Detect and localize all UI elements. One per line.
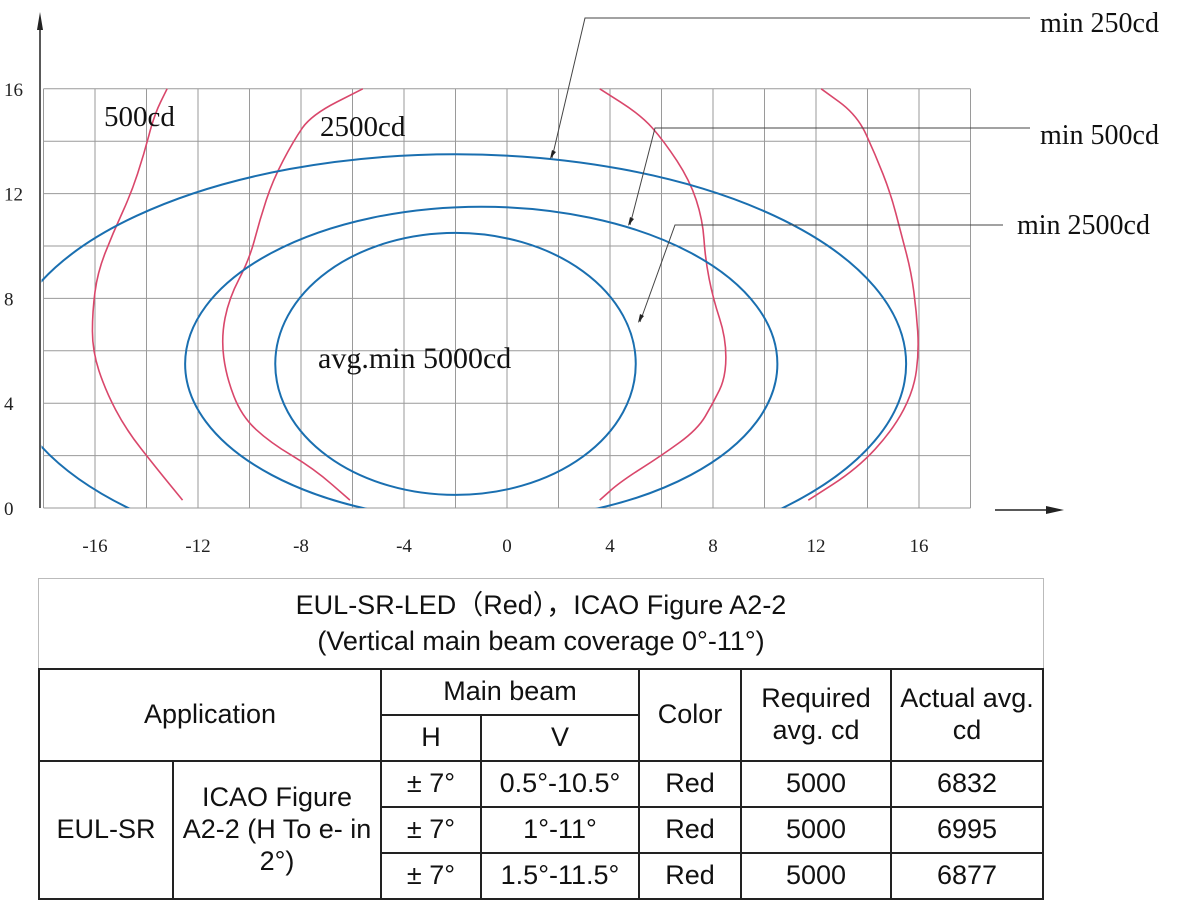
isocandela-curves [91, 88, 919, 501]
header-required: Required avg. cd [740, 668, 892, 762]
x-tick-label: 12 [807, 536, 826, 557]
coverage-ellipse-3 [274, 231, 637, 496]
isocandela-curve-3 [599, 88, 727, 501]
isocandela-curve-2 [221, 88, 364, 501]
label-avg-min-5000cd: avg.min 5000cd [318, 342, 511, 375]
label-500cd: 500cd [104, 101, 175, 133]
x-axis-arrow-icon [1046, 506, 1064, 514]
x-tick-label: -12 [185, 536, 210, 557]
isocandela-curve-1 [91, 88, 184, 501]
row-v: 1.5°-11.5° [480, 852, 640, 900]
header-v: V [480, 714, 640, 762]
y-tick-label: 8 [4, 289, 14, 310]
header-actual: Actual avg. cd [890, 668, 1044, 762]
coverage-ellipses [41, 153, 907, 508]
label-min-500cd: min 500cd [1040, 120, 1159, 151]
y-tick-label: 4 [4, 394, 14, 415]
table-title-line2: (Vertical main beam coverage 0°-11°) [317, 625, 765, 656]
row-h: ± 7° [380, 852, 482, 900]
x-tick-label: 8 [708, 536, 718, 557]
table-title: EUL-SR-LED（Red），ICAO Figure A2-2 (Vertic… [38, 578, 1044, 668]
row-required: 5000 [740, 852, 892, 900]
row-h: ± 7° [380, 760, 482, 808]
isocandela-chart: -16 -12 -8 -4 0 4 8 12 16 0 4 8 12 16 min 250cd min 5… [4, 8, 1159, 557]
label-min-2500cd: min 2500cd [1017, 210, 1150, 241]
leader-arrowhead-min2500 [638, 314, 644, 323]
row-h: ± 7° [380, 806, 482, 854]
x-tick-label: 0 [502, 536, 512, 557]
table-title-line1: EUL-SR-LED（Red），ICAO Figure A2-2 [295, 590, 787, 621]
coverage-ellipse-2 [184, 205, 779, 508]
table-row: EUL-SR ICAO Figure A2-2 (H To e- in 2°) … [38, 760, 1044, 900]
leader-min500 [629, 127, 1030, 226]
header-h: H [380, 714, 482, 762]
annotation-leaders [551, 17, 1030, 323]
leader-min250 [551, 17, 1030, 159]
row-actual: 6832 [890, 760, 1044, 808]
row-color: Red [638, 806, 742, 854]
y-axis-arrow-icon [37, 12, 43, 30]
tick-labels: -16 -12 -8 -4 0 4 8 12 16 0 4 8 12 16 [4, 80, 929, 557]
row-color: Red [638, 760, 742, 808]
isocandela-curve-4 [807, 88, 919, 501]
table-row: ± 7° 1°-11° Red 5000 6995 [39, 806, 1044, 854]
header-application: Application [38, 668, 382, 762]
y-tick-label: 0 [4, 499, 14, 520]
row-v: 0.5°-10.5° [480, 760, 640, 808]
header-main-beam: Main beam [380, 668, 640, 716]
table-row: ± 7° 1.5°-11.5° Red 5000 6877 [39, 852, 1044, 900]
row-required: 5000 [740, 760, 892, 808]
row-v: 1°-11° [480, 806, 640, 854]
x-tick-label: -4 [396, 536, 412, 557]
label-min-250cd: min 250cd [1040, 8, 1159, 39]
header-color: Color [638, 668, 742, 762]
row-color: Red [638, 852, 742, 900]
group-cell: EUL-SR [38, 760, 174, 900]
row-actual: 6995 [890, 806, 1044, 854]
x-tick-label: 4 [605, 536, 615, 557]
row-required: 5000 [740, 806, 892, 854]
leader-arrowhead-min250 [550, 150, 556, 159]
x-tick-label: -16 [82, 536, 107, 557]
y-tick-label: 12 [4, 185, 23, 206]
chart-axes [37, 12, 1064, 514]
y-tick-label: 16 [4, 80, 23, 101]
x-tick-label: -8 [293, 536, 309, 557]
leader-arrowhead-min500 [628, 217, 634, 226]
row-actual: 6877 [890, 852, 1044, 900]
label-2500cd: 2500cd [320, 111, 406, 143]
leader-min2500 [639, 224, 1003, 323]
figure-cell: ICAO Figure A2-2 (H To e- in 2°) [172, 760, 382, 900]
chart-grid [43, 88, 971, 509]
x-tick-label: 16 [910, 536, 929, 557]
coverage-ellipse-1 [41, 153, 907, 508]
spec-table: Application Main beam Color Required avg… [38, 668, 1044, 900]
